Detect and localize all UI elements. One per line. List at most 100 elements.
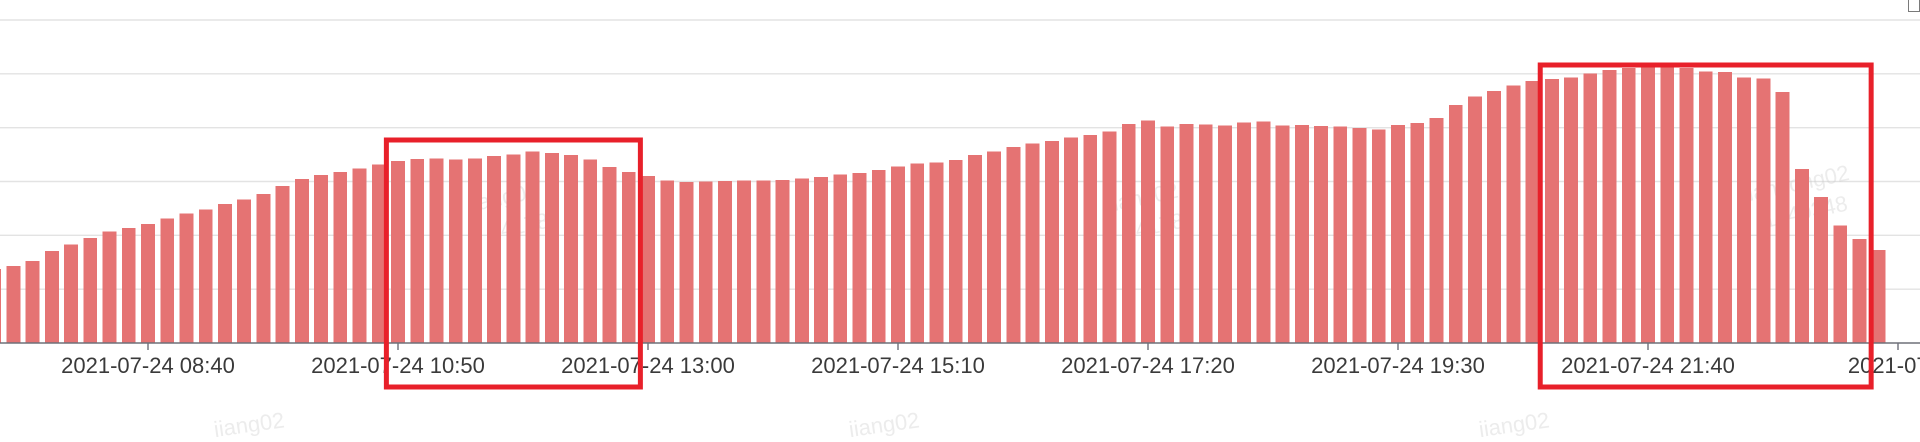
bar bbox=[237, 199, 252, 343]
bar bbox=[891, 166, 905, 343]
bar bbox=[1006, 147, 1021, 343]
bar bbox=[698, 181, 713, 343]
bar bbox=[1621, 67, 1636, 343]
bar bbox=[1506, 85, 1521, 343]
x-tick-label: 2021-07-24 13:00 bbox=[561, 353, 735, 378]
bar bbox=[987, 151, 1002, 343]
bar bbox=[1294, 124, 1309, 343]
bar bbox=[333, 171, 348, 343]
bar bbox=[929, 162, 944, 343]
bar bbox=[1583, 73, 1598, 344]
x-tick-label: 2021-07-24 15:10 bbox=[811, 353, 985, 378]
bar bbox=[718, 180, 732, 343]
bar bbox=[602, 166, 617, 343]
bar bbox=[544, 152, 559, 343]
bar bbox=[660, 180, 675, 343]
x-tick-label: 2021-07-24 08:40 bbox=[61, 353, 235, 378]
highlight-box bbox=[383, 137, 643, 390]
bar bbox=[1794, 169, 1809, 343]
bar bbox=[294, 178, 309, 343]
bar bbox=[1814, 197, 1828, 343]
bar bbox=[1141, 120, 1155, 343]
bar bbox=[64, 244, 78, 343]
bar bbox=[1237, 122, 1252, 344]
bar bbox=[525, 151, 540, 343]
bar bbox=[1429, 117, 1444, 343]
bar bbox=[448, 159, 463, 343]
bar bbox=[1179, 123, 1194, 343]
watermark-text: jiang02 bbox=[846, 407, 921, 437]
bar bbox=[179, 213, 194, 343]
bar bbox=[256, 193, 271, 343]
bar bbox=[1737, 77, 1752, 343]
bar bbox=[641, 176, 655, 343]
x-tick-label: 2021-07-2 bbox=[1848, 353, 1920, 378]
bar bbox=[1679, 67, 1694, 343]
bar bbox=[1064, 137, 1078, 343]
bar bbox=[506, 154, 521, 343]
bar bbox=[737, 180, 752, 343]
bar bbox=[1448, 105, 1463, 343]
bar bbox=[1160, 126, 1175, 343]
bar bbox=[1756, 78, 1771, 343]
bar bbox=[1718, 72, 1732, 344]
bar bbox=[1698, 71, 1713, 344]
bar bbox=[814, 177, 828, 343]
bar bbox=[948, 159, 963, 343]
highlight-box bbox=[1537, 62, 1874, 390]
bar bbox=[429, 158, 444, 343]
bar bbox=[1544, 79, 1559, 343]
bar bbox=[1468, 96, 1482, 344]
x-tick-label: 2021-07-24 19:30 bbox=[1311, 353, 1485, 378]
bar bbox=[160, 218, 175, 343]
bar bbox=[1641, 64, 1655, 343]
bar bbox=[1525, 80, 1540, 343]
bar bbox=[910, 163, 925, 343]
bar bbox=[794, 178, 809, 343]
bar bbox=[352, 168, 367, 343]
bar bbox=[487, 156, 502, 343]
bar bbox=[1198, 124, 1213, 343]
bars bbox=[0, 63, 1886, 344]
x-tick-label: 2021-07-24 21:40 bbox=[1561, 353, 1735, 378]
bar bbox=[1775, 92, 1790, 344]
bar bbox=[564, 155, 578, 343]
bar bbox=[871, 170, 886, 343]
bar bbox=[1121, 123, 1136, 343]
bar bbox=[25, 261, 40, 343]
watermark-text: jiang02 bbox=[211, 407, 286, 437]
bar bbox=[1564, 77, 1578, 343]
bar bbox=[468, 158, 482, 343]
bar bbox=[121, 227, 136, 343]
bar bbox=[1660, 63, 1675, 344]
bar bbox=[198, 209, 213, 343]
bar bbox=[1275, 125, 1290, 343]
bar bbox=[1352, 128, 1367, 343]
corner-bracket-icon bbox=[1908, 0, 1920, 12]
bar bbox=[756, 180, 771, 343]
bar bbox=[1314, 126, 1328, 343]
highlight-boxes bbox=[383, 62, 1874, 390]
bar bbox=[1083, 135, 1098, 343]
bar bbox=[1391, 124, 1405, 343]
bar bbox=[1371, 129, 1386, 343]
bar bbox=[1218, 125, 1232, 343]
x-axis-ticks: 2021-07-24 08:40 2021-07-24 10:50 2021-07-… bbox=[61, 343, 1920, 378]
bar bbox=[314, 175, 328, 343]
bar bbox=[621, 171, 636, 343]
bar bbox=[1044, 141, 1059, 343]
bar bbox=[1487, 91, 1502, 343]
bar bbox=[102, 231, 117, 343]
bar bbox=[1256, 121, 1271, 344]
bar bbox=[218, 204, 232, 343]
bar bbox=[6, 266, 21, 343]
bar bbox=[775, 179, 790, 343]
bar bbox=[1852, 239, 1867, 343]
bar bbox=[1833, 225, 1848, 343]
bar bbox=[1410, 122, 1425, 344]
bar bbox=[371, 164, 386, 343]
bar bbox=[0, 269, 2, 343]
bar bbox=[410, 158, 425, 343]
bar bbox=[1102, 131, 1117, 343]
